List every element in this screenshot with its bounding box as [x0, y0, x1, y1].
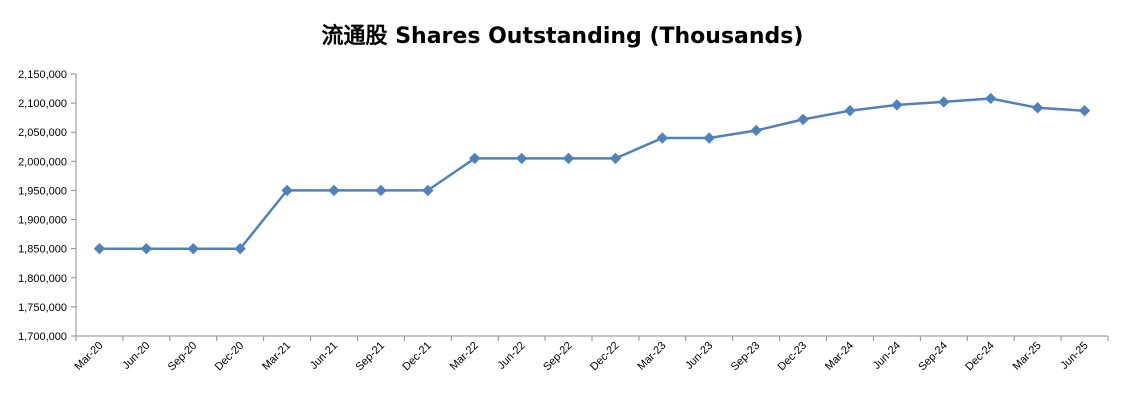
- x-tick-label: Jun-20: [120, 340, 152, 372]
- y-tick-label: 1,750,000: [18, 302, 67, 314]
- data-point: [938, 96, 950, 108]
- x-tick-label: Jun-25: [1058, 340, 1090, 372]
- x-tick-label: Jun-24: [871, 340, 903, 372]
- x-tick-label: Mar-21: [260, 340, 293, 373]
- y-tick-label: 1,800,000: [18, 273, 67, 285]
- data-point: [844, 104, 856, 117]
- data-point: [422, 184, 434, 197]
- x-tick-label: Jun-23: [683, 340, 715, 372]
- data-point: [985, 92, 997, 105]
- x-tick-label: Dec-20: [213, 340, 247, 374]
- x-tick-label: Mar-23: [635, 340, 668, 373]
- data-point: [562, 152, 575, 165]
- x-tick-label: Jun-21: [308, 340, 340, 372]
- data-point: [140, 242, 153, 255]
- x-tick-label: Sep-21: [353, 340, 387, 374]
- x-tick-label: Sep-20: [166, 340, 200, 374]
- data-point: [469, 152, 481, 165]
- data-point: [1078, 104, 1091, 117]
- data-point: [187, 242, 199, 255]
- data-point: [281, 184, 293, 197]
- data-point: [234, 242, 246, 255]
- data-point: [1031, 102, 1044, 114]
- x-axis-ticks: Mar-20 Jun-20 Sep-20 Dec-20 Mar-21 Jun-21 Sep-…: [72, 336, 1109, 374]
- series-layer: [93, 92, 1091, 255]
- x-tick-label: Jun-22: [495, 340, 527, 372]
- data-point: [891, 99, 903, 111]
- x-tick-label: Mar-24: [823, 340, 856, 373]
- data-point: [750, 124, 762, 137]
- data-point: [375, 184, 387, 197]
- y-tick-label: 2,000,000: [18, 156, 67, 168]
- axes: [75, 74, 1108, 337]
- x-tick-label: Sep-22: [541, 340, 575, 374]
- data-point: [797, 113, 809, 126]
- chart-title: 流通股 Shares Outstanding (Thousands): [321, 24, 804, 49]
- x-tick-label: Sep-24: [916, 340, 950, 374]
- series-line: [99, 97, 1085, 250]
- data-point: [93, 242, 106, 255]
- x-tick-label: Sep-23: [729, 340, 763, 374]
- y-tick-label: 2,150,000: [18, 69, 67, 81]
- x-tick-label: Mar-22: [448, 340, 481, 373]
- data-point: [609, 152, 622, 165]
- y-tick-label: 2,050,000: [18, 127, 67, 139]
- x-tick-label: Dec-23: [776, 340, 810, 374]
- data-point: [703, 132, 715, 144]
- y-tick-label: 2,100,000: [18, 98, 67, 110]
- x-tick-label: Dec-22: [588, 340, 622, 374]
- y-tick-label: 1,950,000: [18, 185, 67, 197]
- x-tick-label: Mar-20: [72, 340, 105, 373]
- y-tick-label: 1,850,000: [18, 244, 67, 256]
- y-tick-label: 1,900,000: [18, 215, 67, 227]
- y-tick-label: 1,700,000: [18, 331, 67, 343]
- data-point: [328, 184, 340, 197]
- x-tick-label: Mar-25: [1011, 340, 1044, 373]
- y-axis-ticks: 1,700,000 1,750,000 1,800,000 1,850,000 1,90…: [18, 69, 76, 343]
- data-point: [656, 132, 669, 144]
- x-tick-label: Dec-21: [400, 340, 434, 374]
- x-tick-label: Dec-24: [963, 340, 997, 374]
- data-point: [515, 152, 528, 165]
